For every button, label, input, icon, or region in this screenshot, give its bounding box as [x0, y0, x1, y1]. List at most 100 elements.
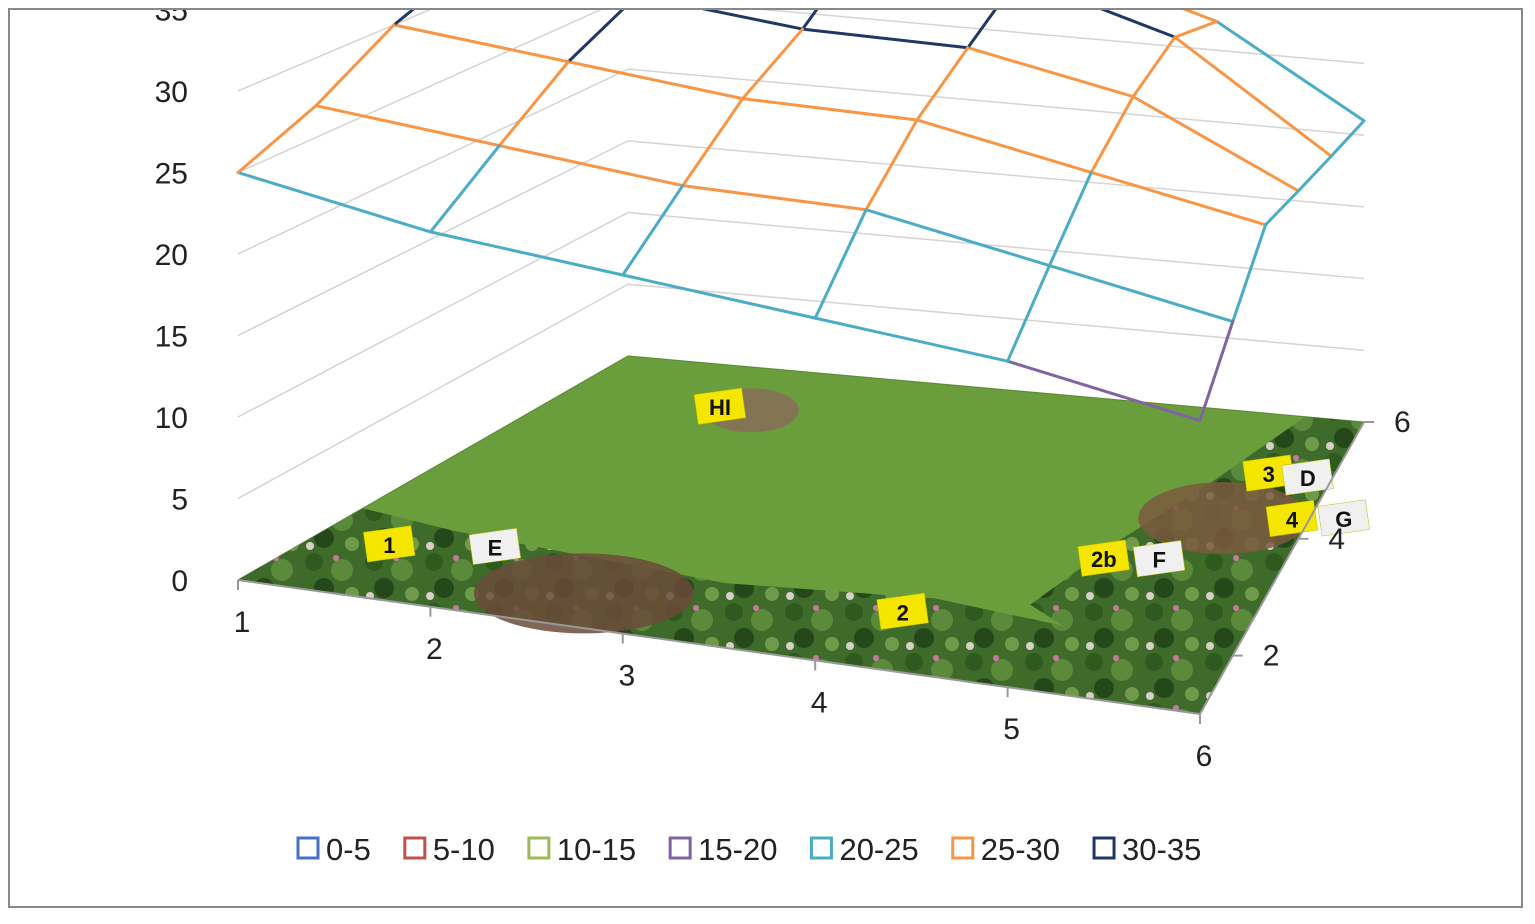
z-gridline: [237, 68, 1365, 255]
surface-segment: [236, 104, 318, 174]
floor-marker-label: G: [1335, 507, 1352, 532]
z-gridline: [237, 10, 1365, 174]
surface-segment: [621, 184, 685, 277]
surface-segment: [1006, 264, 1051, 363]
surface-segment: [1089, 170, 1268, 227]
floor-marker: G: [1317, 499, 1370, 537]
x-tick-label: 2: [426, 633, 443, 666]
planting-bed: [473, 553, 694, 634]
surface-segment: [428, 144, 501, 234]
floor-marker-label: 1: [383, 533, 395, 558]
axes: [237, 421, 1365, 715]
surface-segment: [1131, 35, 1177, 99]
legend-label: 20-25: [839, 832, 918, 867]
y-tick-label: 2: [1263, 640, 1280, 673]
surface-segment: [1089, 95, 1135, 174]
legend-label: 0-5: [326, 832, 371, 867]
y-tick-label: 4: [1328, 523, 1345, 556]
floor-marker-label: F: [1153, 548, 1166, 573]
surface-segment: [1047, 170, 1093, 268]
z-tick-label: 30: [155, 76, 188, 109]
z-axis-ticks: 0 5 10 15 20 25 30 35: [155, 10, 188, 598]
surface-segment: [1173, 20, 1219, 39]
legend-item: 10-15: [527, 832, 636, 867]
floor-marker: 3: [1242, 454, 1295, 492]
surface-segment: [966, 10, 997, 50]
x-tick-label: 1: [234, 606, 251, 639]
surface-segment: [681, 184, 868, 212]
surface-segment: [813, 316, 1010, 363]
z-tick-label: 15: [155, 321, 188, 354]
surface-segment: [236, 171, 432, 234]
floor-marker-label: 2b: [1091, 547, 1117, 572]
floor-marker: 2b: [1077, 539, 1130, 577]
y-tick-label: 6: [1394, 406, 1411, 439]
x-tick-label: 6: [1196, 740, 1213, 773]
floor-marker-label: 3: [1263, 462, 1275, 487]
z-gridline: [237, 283, 1365, 500]
legend-swatch: [668, 836, 692, 860]
surface-segment: [566, 10, 625, 64]
legend-item: 5-10: [403, 832, 495, 867]
z-tick-label: 5: [171, 484, 188, 517]
legend-item: 30-35: [1092, 832, 1201, 867]
surface-segment: [621, 273, 817, 320]
floor-marker-label: 2: [897, 600, 909, 625]
surface-segment: [1006, 359, 1202, 423]
planting-bed: [1138, 482, 1309, 555]
floor-marker: D: [1281, 458, 1334, 496]
y-axis-line: [1199, 421, 1365, 715]
legend-label: 15-20: [698, 832, 777, 867]
surface-segment: [813, 208, 868, 320]
z-gridline: [237, 10, 432, 92]
surface-segment: [701, 10, 805, 31]
legend-swatch: [527, 836, 551, 860]
surface-segment: [681, 97, 745, 188]
z-tick-label: 20: [155, 239, 188, 272]
surface-segment: [801, 27, 970, 50]
legend-item: 0-5: [296, 832, 371, 867]
legend-label: 30-35: [1122, 832, 1201, 867]
surface-segment: [1329, 119, 1366, 158]
floor-marker-label: E: [488, 535, 503, 560]
surface-segment: [801, 10, 819, 31]
legend-item: 15-20: [668, 832, 777, 867]
legend-swatch: [296, 836, 320, 860]
legend-swatch: [951, 836, 975, 860]
floor-marker: E: [468, 527, 521, 565]
surface-segment: [1131, 95, 1300, 193]
surface-segment: [966, 46, 1135, 99]
legend-swatch: [403, 836, 427, 860]
z-gridline: [237, 140, 1365, 337]
legend-swatch: [1092, 836, 1116, 860]
surface-segment: [1173, 35, 1333, 158]
z-gridline: [237, 211, 1365, 418]
z-tick-label: 35: [155, 10, 188, 28]
surface-segment: [392, 10, 415, 27]
x-axis-line: [237, 579, 1201, 715]
surface-segment: [1296, 154, 1333, 193]
surface-segment: [497, 60, 570, 148]
legend-item: 20-25: [809, 832, 919, 867]
surface-segment: [1231, 223, 1268, 324]
x-tick-label: 5: [1003, 713, 1020, 746]
surface-segment: [1198, 320, 1235, 423]
surface-segment: [864, 208, 1051, 268]
garden-floor-image: HI 1 E 2 2b F 3 D 4 G: [236, 355, 1370, 715]
legend: 0-5 5-10 10-15 15-20 20-25 25-30 30-35: [296, 832, 1201, 867]
x-axis-ticks: 1 2 3 4 5 6: [234, 580, 1213, 773]
surface-segment: [741, 97, 919, 122]
z-tick-label: 25: [155, 158, 188, 191]
legend-swatch: [809, 836, 833, 860]
legend-label: 25-30: [981, 832, 1060, 867]
z-tick-label: 0: [171, 565, 188, 598]
floor-marker: 2: [876, 592, 929, 630]
floor-marker: HI: [693, 387, 747, 425]
surface-segment: [566, 60, 745, 101]
surface-segment: [497, 144, 685, 188]
surface-segment: [1047, 264, 1235, 324]
surface-segment: [741, 27, 805, 101]
surface-wireframe: [236, 10, 1366, 423]
surface-segment: [428, 230, 625, 277]
